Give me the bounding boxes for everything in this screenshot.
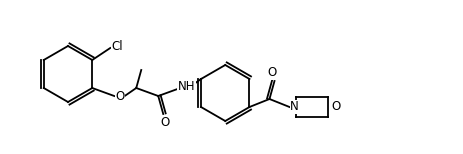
Text: Cl: Cl	[112, 39, 123, 53]
Text: O: O	[268, 67, 277, 79]
Text: NH: NH	[177, 79, 195, 93]
Text: O: O	[116, 91, 125, 103]
Text: O: O	[332, 101, 341, 113]
Text: O: O	[161, 116, 170, 128]
Text: N: N	[290, 101, 299, 113]
